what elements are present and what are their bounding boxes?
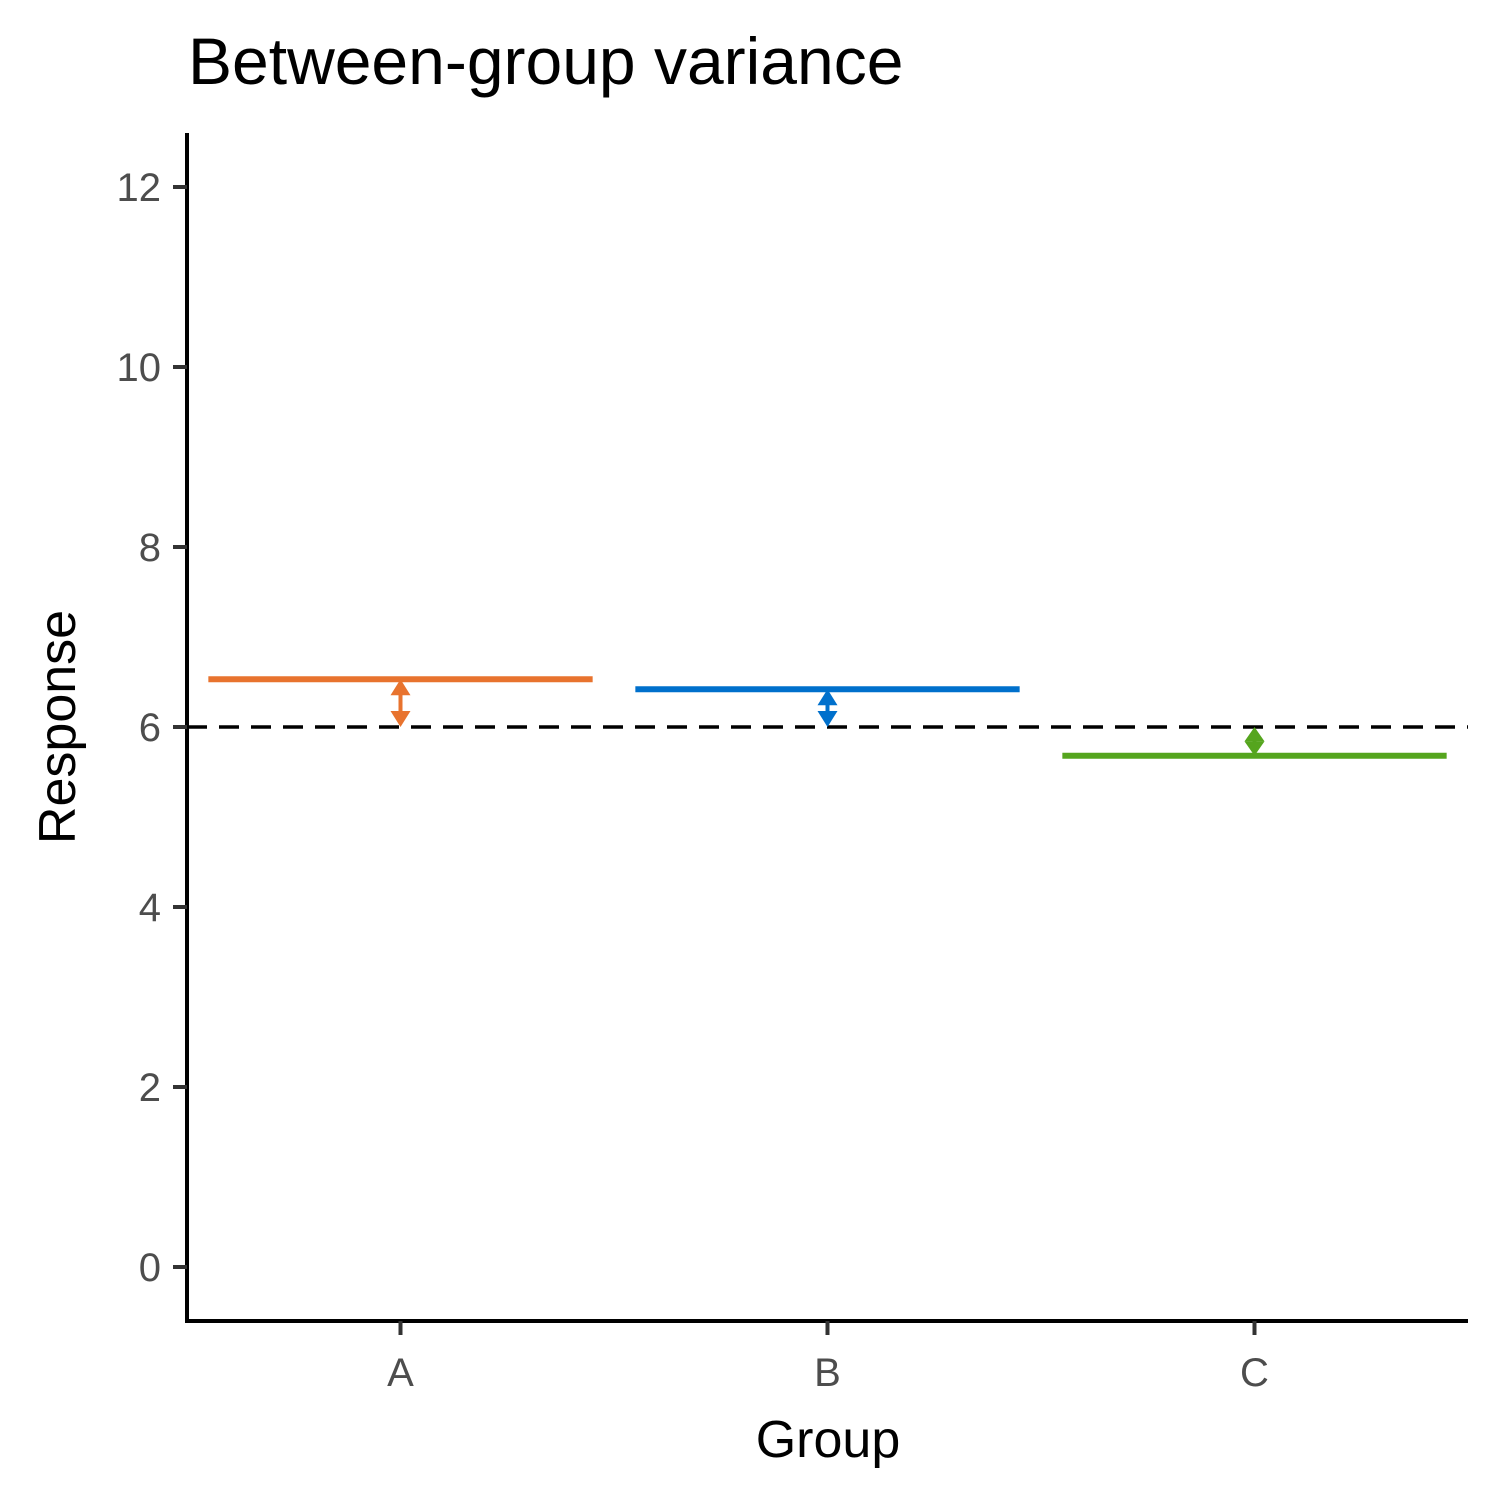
- x-axis-title: Group: [756, 1411, 901, 1469]
- deviation-arrowhead-top: [390, 679, 411, 696]
- x-tick-label: C: [1240, 1351, 1269, 1395]
- x-tick-label: A: [387, 1351, 414, 1395]
- deviation-arrowhead-top: [1244, 727, 1265, 742]
- y-tick-label: 6: [139, 706, 161, 750]
- y-tick-label: 2: [139, 1066, 161, 1110]
- deviation-arrowhead-bottom: [390, 711, 411, 727]
- y-tick-label: 12: [117, 166, 162, 210]
- deviation-arrow-b: [817, 689, 838, 727]
- y-axis-title: Response: [29, 610, 87, 844]
- y-tick-label: 8: [139, 526, 161, 570]
- deviation-arrowhead-bottom: [1244, 741, 1265, 756]
- deviation-arrow-a: [390, 679, 411, 727]
- axes: 0 2 4 6 8 10 12 A B C: [117, 133, 1468, 1395]
- y-tick-label: 4: [139, 886, 161, 930]
- x-tick-label: B: [814, 1351, 841, 1395]
- plot-area: [187, 676, 1468, 759]
- deviation-arrow-c: [1244, 727, 1265, 756]
- y-tick-label: 0: [139, 1246, 161, 1290]
- deviation-arrowhead-bottom: [817, 711, 838, 727]
- deviation-arrowhead-top: [817, 689, 838, 706]
- chart-title: Between-group variance: [188, 24, 903, 98]
- y-tick-label: 10: [117, 346, 162, 390]
